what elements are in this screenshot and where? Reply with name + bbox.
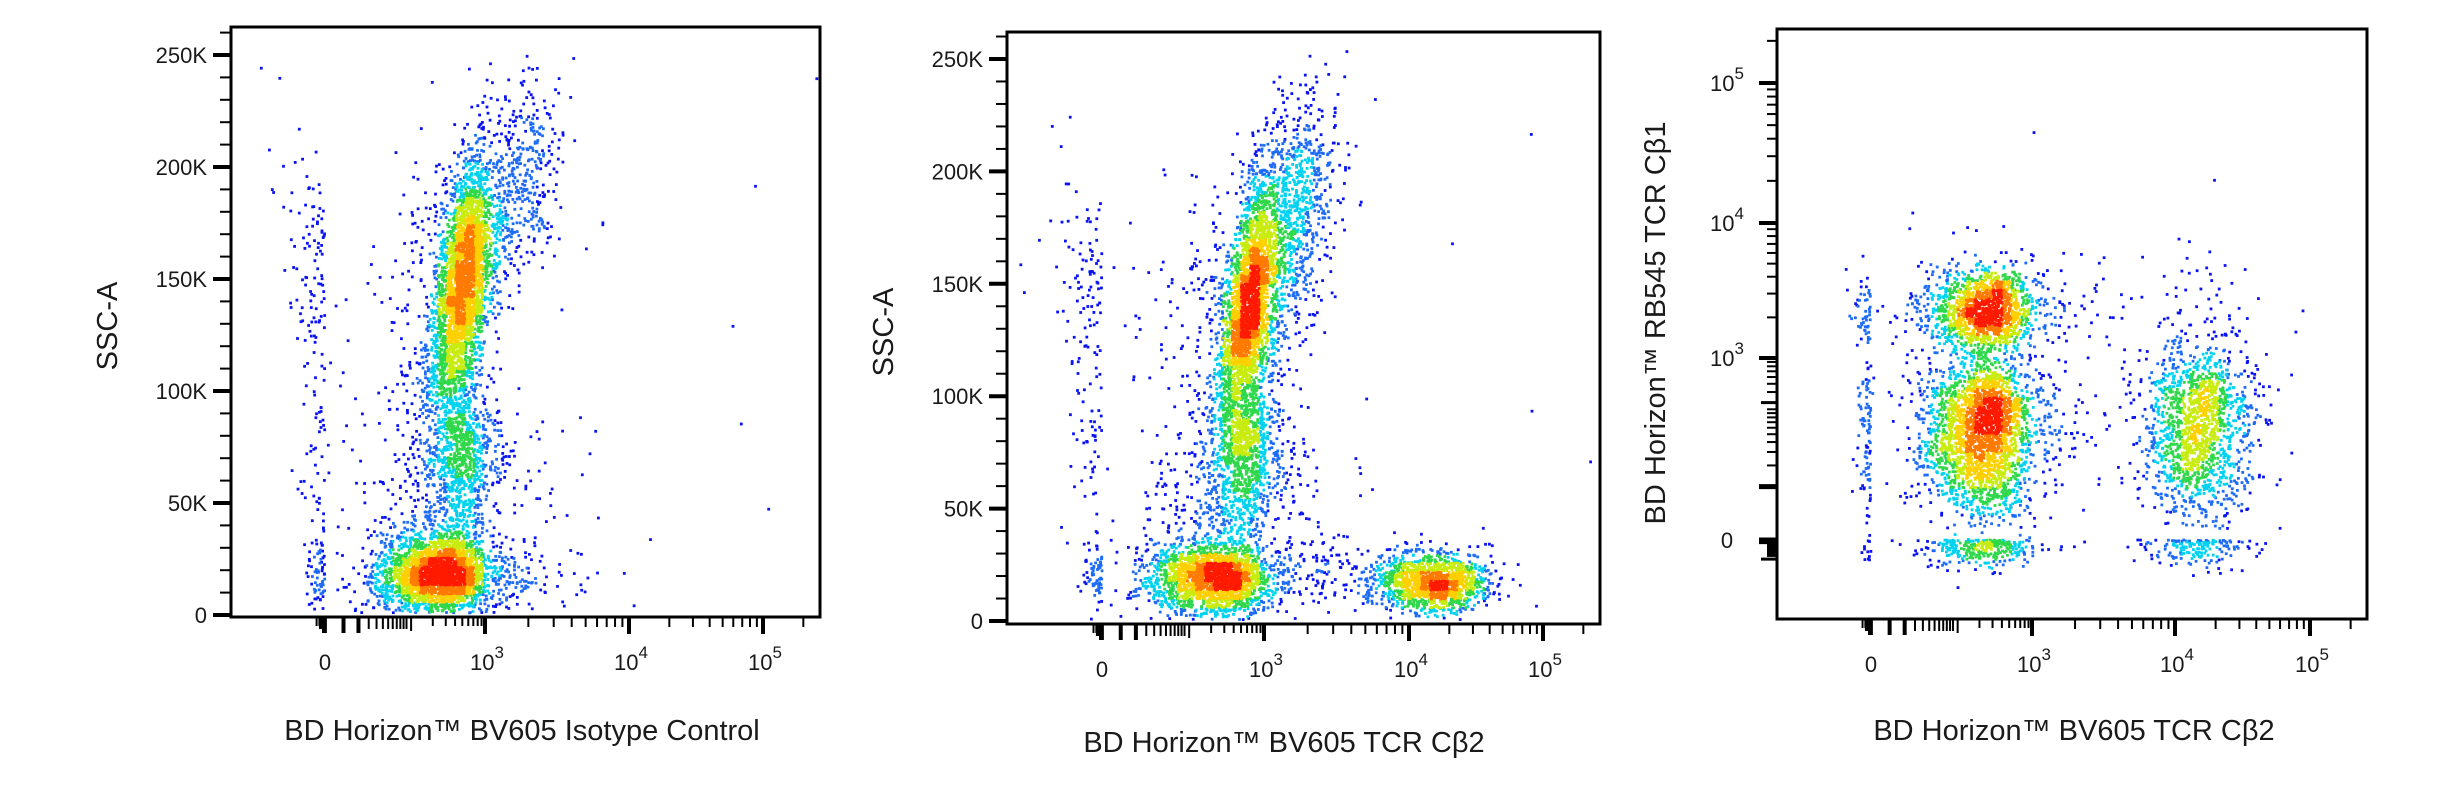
- panel-1-plot-frame: [229, 25, 822, 619]
- panel-2-dots: [1019, 50, 1592, 621]
- y-tick-label: 0: [195, 603, 207, 628]
- y-tick-label: 200K: [932, 159, 984, 184]
- panel-1-y-axis: 0 50K 100K 150K 200K 250K: [156, 31, 231, 628]
- y-tick-label: 0: [971, 609, 983, 634]
- y-tick-label: 250K: [156, 43, 208, 68]
- y-tick-label: 150K: [932, 272, 984, 297]
- y-tick-label: 200K: [156, 155, 208, 180]
- panel-2-plot-frame: [1005, 30, 1602, 626]
- panel-1: 0 50K 100K 150K 200K 250K 0 103 104 105 SSC-A BD…: [92, 25, 822, 747]
- y-tick-label: 250K: [932, 47, 984, 72]
- x-tick-label: 0: [1096, 657, 1108, 682]
- panel-3-x-axis-title: BD Horizon™ BV605 TCR Cβ2: [1873, 715, 2274, 747]
- x-tick-label: 103: [470, 643, 504, 675]
- x-tick-label: 0: [319, 650, 331, 675]
- x-tick-label: 104: [614, 643, 648, 675]
- panel-3-x-axis: 0 103 104 105: [1861, 619, 2352, 677]
- y-tick-label: 50K: [944, 497, 983, 522]
- x-tick-label: 103: [1249, 650, 1283, 682]
- panel-3: 0 103 104 105 0 103 104 105 BD Horizon™ RB545 …: [1640, 27, 2369, 747]
- y-tick-label: 100K: [156, 379, 208, 404]
- panel-2: 0 50K 100K 150K 200K 250K 0 103 104 105 SSC-A BD…: [868, 30, 1602, 759]
- panel-2-y-axis: 0 50K 100K 150K 200K 250K: [932, 35, 1007, 634]
- panel-1-x-axis-title: BD Horizon™ BV605 Isotype Control: [284, 715, 760, 747]
- panel-2-y-axis-title: SSC-A: [868, 287, 900, 376]
- panel-1-x-axis: 0 103 104 105: [315, 617, 805, 675]
- panel-1-y-axis-title: SSC-A: [92, 281, 124, 370]
- panel-3-y-axis-title: BD Horizon™ RB545 TCR Cβ1: [1640, 122, 1672, 525]
- panel-1-dots: [259, 54, 819, 615]
- panel-3-y-axis: 0 103 104 105: [1710, 39, 1777, 561]
- y-tick-label: 105: [1710, 64, 1744, 96]
- y-tick-label: 100K: [932, 384, 984, 409]
- x-tick-label: 105: [748, 643, 782, 675]
- y-tick-label: 50K: [168, 491, 207, 516]
- x-tick-label: 0: [1865, 652, 1877, 677]
- y-tick-label: 150K: [156, 267, 208, 292]
- panel-3-dots: [1844, 131, 2305, 589]
- panel-3-plot-frame: [1775, 27, 2369, 621]
- x-tick-label: 105: [2295, 645, 2329, 677]
- panel-2-x-axis-title: BD Horizon™ BV605 TCR Cβ2: [1083, 727, 1484, 759]
- y-tick-label: 0: [1721, 528, 1733, 553]
- y-tick-label: 103: [1710, 339, 1744, 371]
- x-tick-label: 105: [1528, 650, 1562, 682]
- x-tick-label: 104: [2160, 645, 2194, 677]
- x-tick-label: 103: [2017, 645, 2051, 677]
- panel-2-x-axis: 0 103 104 105: [1092, 624, 1585, 682]
- x-tick-label: 104: [1394, 650, 1428, 682]
- y-tick-label: 104: [1710, 204, 1744, 236]
